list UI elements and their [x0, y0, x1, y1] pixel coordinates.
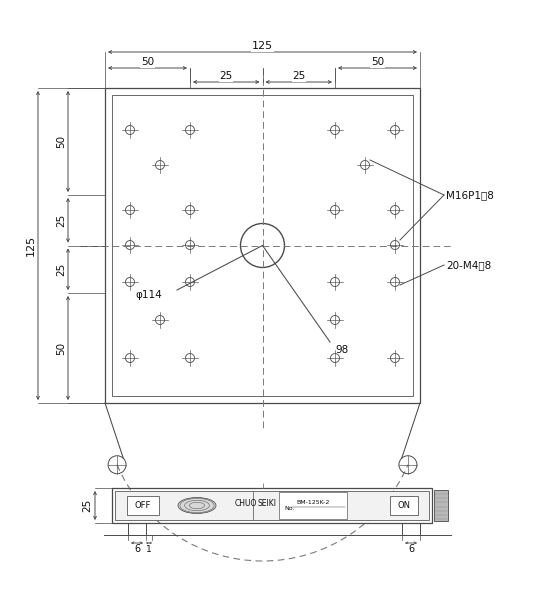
Bar: [112, 95, 413, 396]
Bar: [434, 490, 448, 521]
Text: 25: 25: [56, 263, 66, 276]
Text: 6: 6: [408, 544, 414, 554]
Bar: [128, 523, 146, 535]
Text: 1: 1: [146, 545, 152, 553]
Text: OFF: OFF: [135, 501, 151, 510]
Text: CHUO: CHUO: [235, 499, 257, 508]
Bar: [127, 496, 159, 515]
Text: 25: 25: [82, 499, 92, 512]
Text: BM-125K-2: BM-125K-2: [296, 500, 330, 505]
Text: 25: 25: [56, 214, 66, 227]
Text: 20-M4深8: 20-M4深8: [446, 260, 491, 270]
Text: SEIKI: SEIKI: [257, 499, 276, 508]
Text: ON: ON: [397, 501, 411, 510]
Text: φ114: φ114: [135, 290, 162, 300]
Text: 50: 50: [56, 135, 66, 148]
Bar: [390, 496, 418, 515]
Text: 25: 25: [219, 71, 233, 81]
Text: M16P1深8: M16P1深8: [446, 190, 494, 200]
Text: 125: 125: [252, 41, 273, 51]
Text: 98: 98: [335, 345, 348, 355]
Ellipse shape: [178, 497, 216, 514]
Text: 125: 125: [26, 235, 36, 256]
Text: 50: 50: [371, 57, 384, 67]
Bar: [105, 88, 420, 403]
Text: 50: 50: [141, 57, 154, 67]
Text: 6: 6: [134, 544, 140, 554]
Bar: [402, 523, 420, 535]
Bar: [112, 488, 432, 523]
Text: 25: 25: [292, 71, 305, 81]
Text: No.: No.: [284, 506, 294, 511]
Bar: [279, 493, 347, 518]
Bar: [115, 491, 429, 520]
Text: 50: 50: [56, 341, 66, 355]
